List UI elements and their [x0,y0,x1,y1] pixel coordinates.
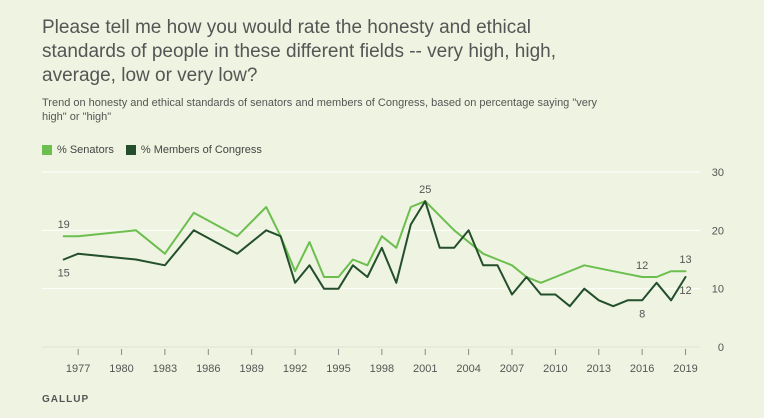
legend-swatch-senators [42,145,52,155]
chart-title: Please tell me how you would rate the ho… [42,17,557,86]
legend-label-senators: % Senators [57,144,114,156]
data-label: 15 [58,268,70,280]
y-tick-label: 20 [712,225,724,237]
data-label: 12 [679,285,691,297]
legend-label-congress: % Members of Congress [140,144,262,156]
x-tick-label: 1977 [66,363,90,375]
legend-item-senators: % Senators [42,144,114,156]
y-tick-label: 10 [712,284,724,296]
chart-subtitle: Trend on honesty and ethical standards o… [42,97,598,123]
x-tick-label: 1983 [153,363,177,375]
x-tick-label: 2004 [456,363,480,375]
x-tick-label: 1998 [370,363,394,375]
legend-item-congress: % Members of Congress [125,144,262,156]
data-label: 8 [639,308,645,320]
series-line-congress [62,200,687,308]
legend: % Senators % Members of Congress [42,144,262,156]
data-label: 19 [58,219,70,231]
data-label: 25 [419,184,431,196]
series-line-senators [62,200,687,284]
legend-swatch-congress [125,145,136,155]
data-label: 13 [679,254,691,266]
data-label: 12 [636,260,648,272]
x-tick-label: 1995 [326,363,350,375]
x-tick-label: 2001 [413,363,437,375]
x-tick-label: 2010 [543,363,567,375]
x-tick-label: 1980 [109,363,133,375]
x-tick-label: 2019 [673,363,697,375]
source-footer: GALLUP [42,394,90,405]
x-tick-label: 2007 [500,363,524,375]
y-tick-label: 0 [718,342,724,354]
x-tick-label: 1989 [239,363,263,375]
x-tick-label: 1986 [196,363,220,375]
x-tick-label: 1992 [283,363,307,375]
y-tick-label: 30 [712,167,724,179]
x-tick-label: 2016 [630,363,654,375]
x-tick-label: 2013 [587,363,611,375]
